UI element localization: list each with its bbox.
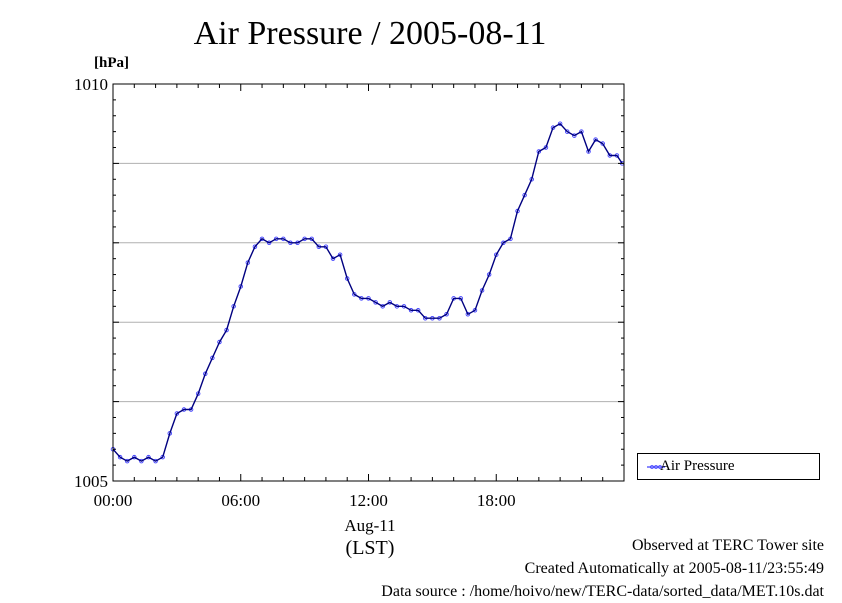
data-point-2240 bbox=[593, 137, 598, 142]
x-tick-label-1800: 18:00 bbox=[477, 491, 516, 510]
x-axis-date-label: Aug-11 bbox=[344, 516, 396, 535]
data-point-0200 bbox=[153, 458, 158, 464]
footer-notes: Observed at TERC Tower site Created Auto… bbox=[381, 534, 824, 603]
data-point-2140 bbox=[572, 133, 577, 138]
data-source-note: Data source : /home/hoivo/new/TERC-data/… bbox=[381, 583, 824, 600]
chart-title: Air Pressure / 2005-08-11 bbox=[193, 15, 547, 52]
x-axis-label: (LST) bbox=[345, 537, 395, 559]
x-tick-label-0600: 06:00 bbox=[221, 491, 260, 510]
legend-swatch-icon bbox=[647, 465, 665, 469]
data-point-2300 bbox=[600, 141, 605, 146]
data-point-0140 bbox=[146, 454, 151, 460]
data-point-1820 bbox=[501, 240, 506, 246]
data-point-0700 bbox=[259, 236, 265, 242]
chart-legend: Air Pressure bbox=[637, 453, 820, 480]
y-tick-label-1010: 1010 bbox=[74, 75, 108, 94]
data-point-0720 bbox=[266, 240, 272, 246]
data-point-1240 bbox=[380, 304, 385, 309]
created-timestamp-note: Created Automatically at 2005-08-11/23:5… bbox=[524, 560, 824, 577]
data-point-1540 bbox=[444, 312, 449, 317]
data-point-0640 bbox=[252, 244, 258, 250]
data-point-0040 bbox=[124, 458, 130, 464]
axis-ticks bbox=[112, 84, 625, 482]
data-point-0120 bbox=[139, 458, 144, 464]
data-point-0020 bbox=[117, 454, 123, 460]
legend-label: Air Pressure bbox=[660, 458, 735, 474]
observed-site-note: Observed at TERC Tower site bbox=[631, 537, 824, 554]
x-tick-label-1200: 12:00 bbox=[349, 491, 388, 510]
data-point-1120 bbox=[352, 292, 357, 297]
observation-markers bbox=[110, 121, 625, 464]
x-tick-label-0000: 00:00 bbox=[94, 491, 133, 510]
data-point-1300 bbox=[387, 300, 393, 305]
data-point-0440 bbox=[210, 355, 215, 361]
data-point-1920 bbox=[522, 192, 527, 198]
data-point-2100 bbox=[557, 121, 563, 126]
data-point-2120 bbox=[564, 129, 570, 134]
grid-lines bbox=[113, 162, 624, 403]
data-point-0100 bbox=[132, 454, 137, 460]
y-axis-unit-label: [hPa] bbox=[94, 55, 129, 71]
data-point-1640 bbox=[465, 312, 471, 317]
data-point-1220 bbox=[373, 300, 378, 305]
series-line-air-pressure bbox=[112, 122, 623, 462]
data-point-1020 bbox=[330, 256, 336, 261]
y-tick-label-1005: 1005 bbox=[74, 472, 108, 491]
